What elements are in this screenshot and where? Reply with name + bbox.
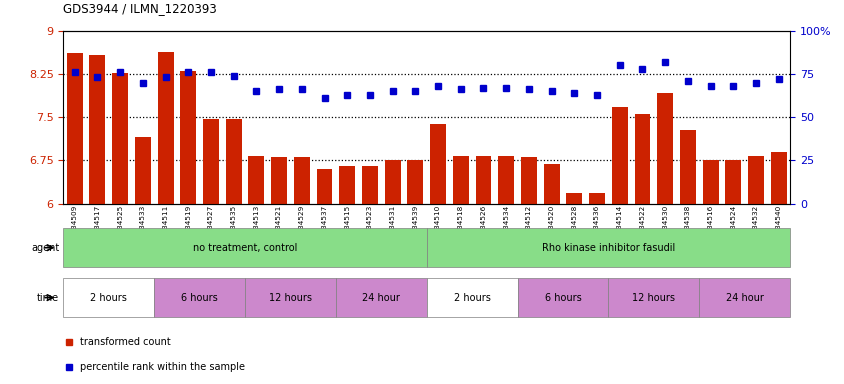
Bar [336, 278, 426, 317]
Text: 6 hours: 6 hours [544, 293, 581, 303]
Text: 24 hour: 24 hour [725, 293, 763, 303]
Text: 6 hours: 6 hours [181, 293, 218, 303]
Bar [724, 161, 740, 204]
Bar [426, 278, 517, 317]
Bar [521, 157, 536, 204]
Text: 2 hours: 2 hours [453, 293, 490, 303]
Bar [543, 164, 559, 204]
Bar [180, 71, 196, 204]
Bar [89, 56, 106, 204]
Bar [588, 193, 604, 204]
Bar [679, 130, 695, 204]
Text: 12 hours: 12 hours [631, 293, 674, 303]
Bar [657, 93, 673, 204]
Bar [384, 161, 400, 204]
Bar [63, 228, 426, 267]
Bar [67, 53, 83, 204]
Text: percentile rank within the sample: percentile rank within the sample [80, 362, 246, 372]
Bar [203, 119, 219, 204]
Bar [112, 73, 128, 204]
Bar [747, 156, 763, 204]
Bar [271, 157, 287, 204]
Bar [407, 161, 423, 204]
Text: GDS3944 / ILMN_1220393: GDS3944 / ILMN_1220393 [63, 2, 217, 15]
Bar [430, 124, 446, 204]
Bar [361, 166, 377, 204]
Bar [135, 137, 150, 204]
Bar [498, 156, 513, 204]
Bar [634, 114, 650, 204]
Bar [245, 278, 336, 317]
Bar [611, 107, 627, 204]
Bar [608, 278, 699, 317]
Bar [294, 157, 310, 204]
Text: time: time [37, 293, 59, 303]
Text: no treatment, control: no treatment, control [192, 243, 297, 253]
Bar [154, 278, 245, 317]
Text: Rho kinase inhibitor fasudil: Rho kinase inhibitor fasudil [541, 243, 674, 253]
Text: 12 hours: 12 hours [268, 293, 311, 303]
Bar [565, 193, 582, 204]
Bar [699, 278, 789, 317]
Bar [770, 152, 786, 204]
Bar [702, 161, 717, 204]
Bar [316, 169, 332, 204]
Bar [426, 228, 789, 267]
Text: agent: agent [31, 243, 59, 253]
Text: 24 hour: 24 hour [362, 293, 400, 303]
Bar [225, 119, 241, 204]
Bar [248, 156, 264, 204]
Bar [158, 52, 173, 204]
Text: 2 hours: 2 hours [90, 293, 127, 303]
Text: transformed count: transformed count [80, 337, 171, 347]
Bar [517, 278, 608, 317]
Bar [475, 156, 491, 204]
Bar [63, 278, 154, 317]
Bar [339, 166, 354, 204]
Bar [452, 156, 468, 204]
